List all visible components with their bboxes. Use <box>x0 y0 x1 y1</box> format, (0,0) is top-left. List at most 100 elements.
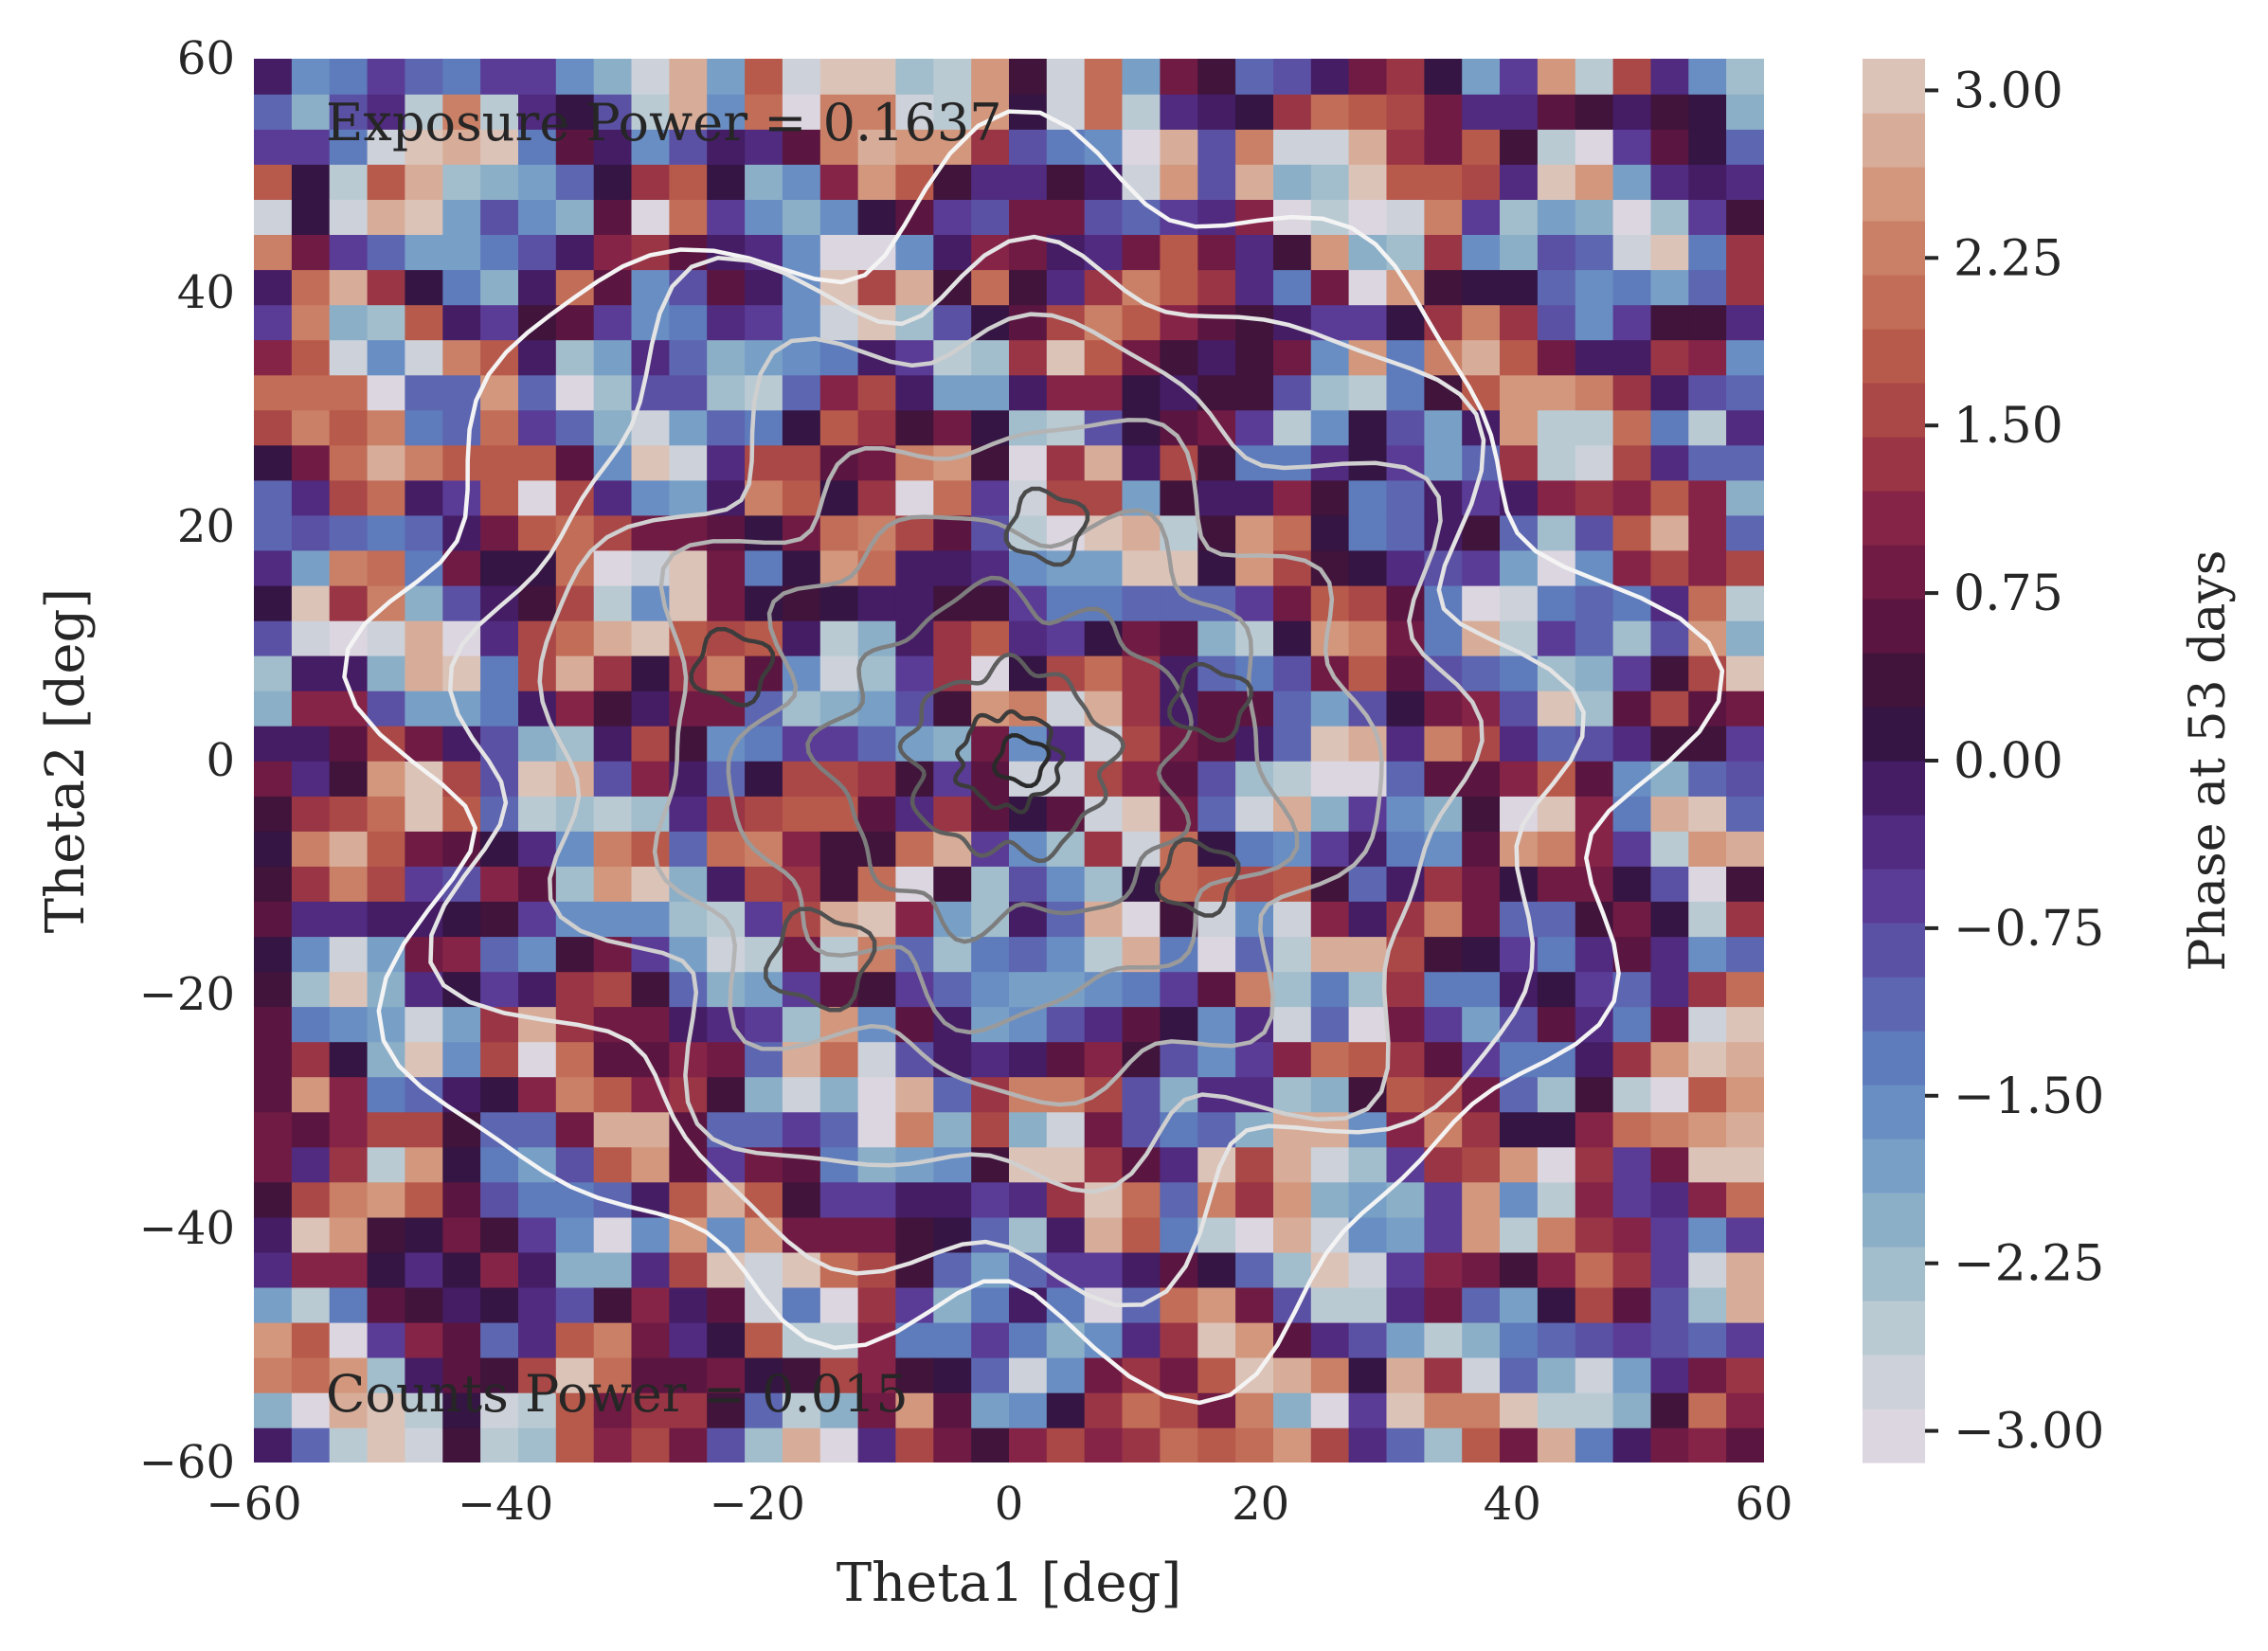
heatmap-cell <box>1537 164 1576 200</box>
heatmap-cell <box>1575 1427 1614 1463</box>
heatmap-cell <box>1726 655 1764 691</box>
heatmap-cell <box>1046 866 1086 902</box>
heatmap-cell <box>405 94 444 130</box>
heatmap-cell <box>669 304 709 341</box>
heatmap-cell <box>1197 514 1236 551</box>
heatmap-cell <box>329 866 369 902</box>
heatmap-cell <box>782 1391 821 1428</box>
colorbar-level <box>1863 923 1925 978</box>
heatmap-cell <box>593 549 633 586</box>
heatmap-cell <box>1160 1321 1198 1358</box>
heatmap-cell <box>1612 901 1652 938</box>
heatmap-cell <box>1424 971 1463 1008</box>
heatmap-cell <box>291 549 331 586</box>
heatmap-cell <box>669 584 709 621</box>
heatmap-cell <box>1009 1427 1048 1463</box>
heatmap-cell <box>367 1146 406 1183</box>
y-tick-label: 60 <box>177 32 235 85</box>
heatmap-cell <box>405 1111 444 1148</box>
heatmap-cell <box>367 690 406 727</box>
heatmap-cell <box>1500 725 1539 762</box>
heatmap-cell <box>1575 339 1614 376</box>
heatmap-cell <box>1273 725 1312 762</box>
heatmap-cell <box>631 129 671 165</box>
heatmap-cell <box>1726 866 1764 902</box>
heatmap-cell <box>1537 831 1576 867</box>
heatmap-cell <box>1348 129 1388 165</box>
heatmap-cell <box>291 1041 331 1078</box>
heatmap-cell <box>405 514 444 551</box>
heatmap-cell <box>593 866 633 902</box>
heatmap-cell <box>329 514 369 551</box>
heatmap-cell <box>1575 374 1614 411</box>
heatmap-cell <box>1500 304 1539 341</box>
heatmap-cell <box>291 374 331 411</box>
heatmap-cell <box>1500 761 1539 797</box>
colorbar-level <box>1863 113 1925 168</box>
heatmap-cell <box>405 304 444 341</box>
heatmap-cell <box>1310 129 1350 165</box>
heatmap-cell <box>480 1391 519 1428</box>
heatmap-cell <box>1726 1181 1764 1218</box>
heatmap-cell <box>857 199 897 235</box>
heatmap-cell <box>669 1356 709 1393</box>
heatmap-cell <box>1462 94 1501 130</box>
heatmap-cell <box>329 164 369 200</box>
heatmap-cell <box>518 761 557 797</box>
heatmap-cell <box>1197 339 1236 376</box>
heatmap-cell <box>745 866 783 902</box>
heatmap-cell <box>1575 304 1614 341</box>
heatmap-cell <box>367 1076 406 1113</box>
heatmap-cell <box>254 479 293 516</box>
heatmap-cell <box>1575 619 1614 656</box>
heatmap-cell <box>329 339 369 376</box>
y-tick-label: 40 <box>177 266 235 319</box>
heatmap-cell <box>1500 94 1539 130</box>
heatmap-cell <box>1424 1041 1463 1078</box>
heatmap-cell <box>329 690 369 727</box>
heatmap-cell <box>291 1321 331 1358</box>
heatmap-cell <box>254 514 293 551</box>
heatmap-cell <box>1386 831 1426 867</box>
heatmap-cell <box>1009 1041 1048 1078</box>
heatmap-cell <box>631 1391 671 1428</box>
heatmap-cell <box>291 1286 331 1323</box>
heatmap-cell <box>1688 725 1727 762</box>
heatmap-cell <box>1575 1286 1614 1323</box>
heatmap-cell <box>1310 690 1350 727</box>
heatmap-cell <box>1726 761 1764 797</box>
heatmap-cell <box>367 796 406 832</box>
heatmap-cell <box>1197 444 1236 481</box>
heatmap-cell <box>254 831 293 867</box>
heatmap-cell <box>1726 1006 1764 1043</box>
heatmap-cell <box>1612 1391 1652 1428</box>
heatmap-cell <box>405 59 444 95</box>
heatmap-cell <box>1046 901 1086 938</box>
heatmap-cell <box>1424 1216 1463 1253</box>
heatmap-cell <box>518 339 557 376</box>
heatmap-cell <box>367 514 406 551</box>
heatmap-cell <box>367 1321 406 1358</box>
heatmap-cell <box>480 164 519 200</box>
heatmap-cell <box>1386 1076 1426 1113</box>
heatmap-cell <box>1537 304 1576 341</box>
heatmap-cell <box>631 409 671 446</box>
heatmap-cell <box>1424 444 1463 481</box>
heatmap-cell <box>518 1076 557 1113</box>
heatmap-cell <box>555 339 595 376</box>
heatmap-cell <box>971 866 1010 902</box>
x-tick-label: 0 <box>995 1478 1024 1531</box>
heatmap-cell <box>254 584 293 621</box>
heatmap-cell <box>1688 1146 1727 1183</box>
heatmap-cell <box>1424 1321 1463 1358</box>
heatmap-cell <box>1650 1286 1690 1323</box>
heatmap-cell <box>1273 339 1312 376</box>
heatmap-cell <box>1500 374 1539 411</box>
heatmap-cell <box>442 1391 481 1428</box>
heatmap-cell <box>971 1041 1010 1078</box>
colorbar-tick-label: −2.25 <box>1953 1236 2104 1293</box>
heatmap-cell <box>1197 1356 1236 1393</box>
heatmap-cell <box>631 761 671 797</box>
heatmap-cell <box>631 444 671 481</box>
